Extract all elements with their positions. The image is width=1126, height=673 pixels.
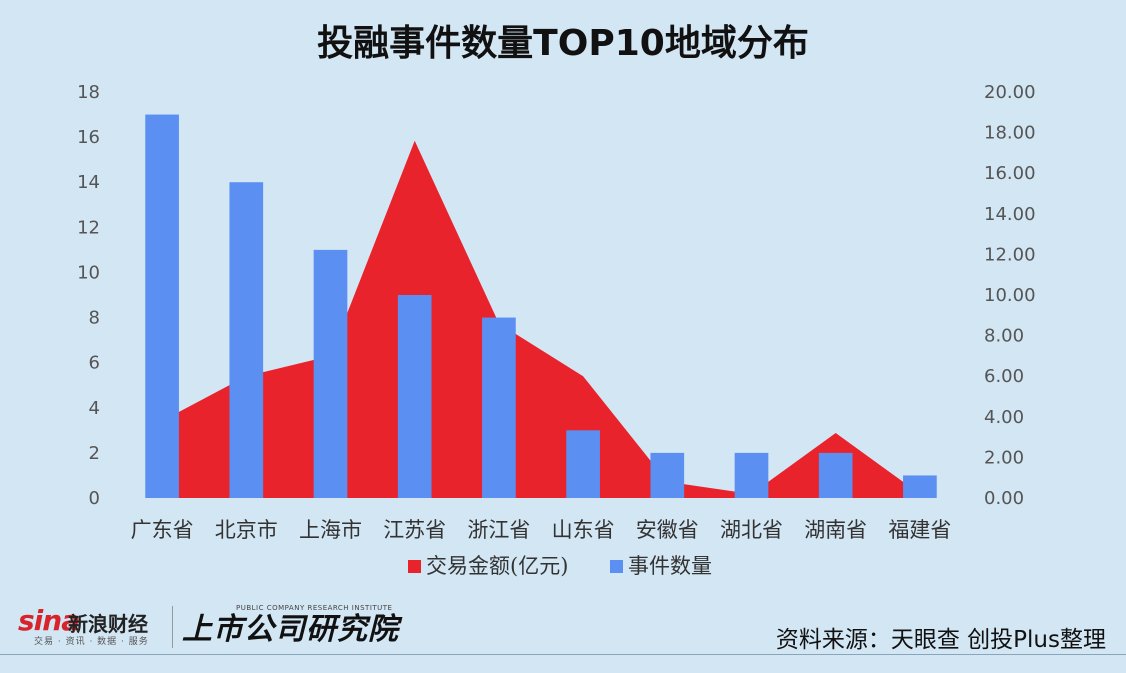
bar-3: [313, 249, 348, 498]
logo-divider: [172, 606, 173, 648]
y-axis-left: 0 2 4 6 8 10 12 14 16 18: [77, 82, 100, 509]
y-right-tick: 18.00: [984, 123, 1036, 144]
research-institute-subtitle: PUBLIC COMPANY RESEARCH INSTITUTE: [236, 604, 393, 612]
bar-10: [903, 475, 937, 498]
bar-5: [482, 317, 516, 498]
y-right-tick: 2.00: [984, 447, 1024, 468]
y-left-tick: 4: [89, 398, 100, 419]
x-tick-label: 上海市: [299, 518, 362, 542]
bar-6: [566, 430, 600, 498]
legend-swatch-count: [610, 560, 623, 573]
x-tick-label: 山东省: [552, 518, 615, 542]
x-tick-label: 湖北省: [720, 518, 783, 542]
area-layer: [162, 140, 920, 498]
chart-title: 投融事件数量TOP10地域分布: [317, 23, 809, 64]
bar-2: [229, 182, 264, 498]
y-left-tick: 6: [89, 353, 100, 374]
y-axis-right: 0.00 2.00 4.00 6.00 8.00 10.00 12.00 14.00 16.00…: [984, 82, 1036, 509]
bar-9: [818, 452, 853, 498]
legend-label-amount: 交易金额(亿元): [426, 554, 568, 578]
bar-7: [650, 452, 685, 498]
y-left-tick: 16: [77, 127, 100, 148]
sina-logo-subtitle: 交易 · 资讯 · 数据 · 服务: [34, 637, 149, 647]
y-right-tick: 14.00: [984, 204, 1036, 225]
legend-label-count: 事件数量: [628, 554, 712, 578]
x-tick-label: 广东省: [131, 518, 194, 542]
source-note: 资料来源：天眼查 创投Plus整理: [775, 627, 1106, 653]
x-axis: 广东省 北京市 上海市 江苏省 浙江省 山东省 安徽省 湖北省 湖南省 福建省: [131, 518, 952, 542]
bar-4: [397, 295, 432, 498]
y-left-tick: 10: [77, 262, 100, 283]
y-right-tick: 0.00: [984, 488, 1024, 509]
y-left-tick: 18: [77, 82, 100, 103]
x-tick-label: 浙江省: [467, 518, 530, 542]
y-left-tick: 8: [89, 308, 100, 329]
y-right-tick: 12.00: [984, 244, 1036, 265]
sina-logo: sina: [18, 604, 80, 637]
x-tick-label: 湖南省: [804, 518, 867, 542]
y-left-tick: 12: [77, 217, 100, 238]
x-tick-label: 江苏省: [383, 518, 446, 542]
y-right-tick: 16.00: [984, 163, 1036, 184]
x-tick-label: 福建省: [888, 518, 951, 542]
bar-8: [734, 452, 769, 498]
research-institute-logo: 上市公司研究院: [182, 612, 399, 647]
y-right-tick: 4.00: [984, 407, 1024, 428]
x-tick-label: 北京市: [215, 518, 278, 542]
y-left-tick: 2: [89, 443, 100, 464]
bar-1: [145, 114, 179, 499]
legend: 交易金额(亿元) 事件数量: [408, 554, 712, 578]
sina-logo-text: 新浪财经: [68, 612, 148, 636]
legend-swatch-amount: [408, 560, 421, 573]
y-left-tick: 0: [89, 488, 100, 509]
bar-layer: [145, 114, 937, 499]
area-series-amount: [162, 140, 920, 498]
footer-divider: [0, 654, 1126, 655]
y-right-tick: 10.00: [984, 285, 1036, 306]
y-left-tick: 14: [77, 172, 100, 193]
y-right-tick: 20.00: [984, 82, 1036, 103]
y-right-tick: 8.00: [984, 326, 1024, 347]
x-tick-label: 安徽省: [636, 518, 699, 542]
y-right-tick: 6.00: [984, 366, 1024, 387]
chart: 0 2 4 6 8 10 12 14 16 18 0.00 2.00 4.00 6.00 8.00 10.0…: [77, 82, 1036, 578]
